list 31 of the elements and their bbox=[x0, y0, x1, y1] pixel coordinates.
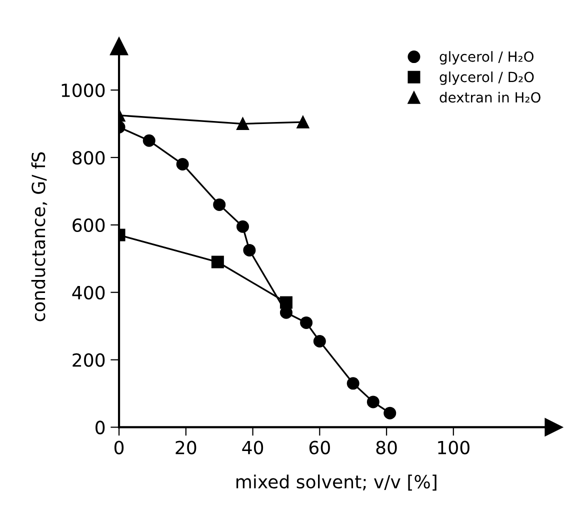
point bbox=[296, 116, 310, 128]
legend-label: glycerol / H₂O bbox=[440, 51, 534, 65]
point bbox=[384, 406, 396, 420]
y-tick-label: 800 bbox=[72, 150, 105, 165]
point bbox=[300, 316, 313, 329]
point bbox=[366, 396, 380, 408]
y-axis-title: conductance, G/ fS bbox=[31, 152, 48, 322]
y-tick-label: 600 bbox=[72, 218, 105, 232]
y-tick-label: 200 bbox=[72, 353, 105, 367]
point bbox=[280, 296, 292, 309]
point bbox=[211, 256, 224, 268]
x-tick-label: 100 bbox=[438, 440, 470, 454]
legend-label: glycerol / D₂O bbox=[440, 71, 534, 85]
x-tick-label: 80 bbox=[376, 440, 397, 454]
point bbox=[236, 118, 249, 130]
legend-label: dextran in H₂O bbox=[440, 92, 540, 103]
x-tick-label: 0 bbox=[114, 440, 124, 454]
point bbox=[213, 198, 226, 211]
x-tick-label: 40 bbox=[242, 440, 264, 454]
point bbox=[243, 244, 256, 256]
point bbox=[313, 335, 326, 348]
y-tick-label: 400 bbox=[72, 286, 105, 300]
point bbox=[142, 134, 156, 147]
y-tick-label: 1000 bbox=[62, 84, 105, 98]
point bbox=[346, 377, 360, 390]
x-axis-title: mixed solvent; v/v [%] bbox=[236, 474, 436, 491]
y-tick-label: 0 bbox=[96, 420, 105, 434]
point bbox=[176, 158, 189, 170]
x-tick-label: 20 bbox=[176, 440, 196, 454]
x-tick-label: 60 bbox=[309, 440, 330, 454]
point bbox=[236, 220, 249, 233]
